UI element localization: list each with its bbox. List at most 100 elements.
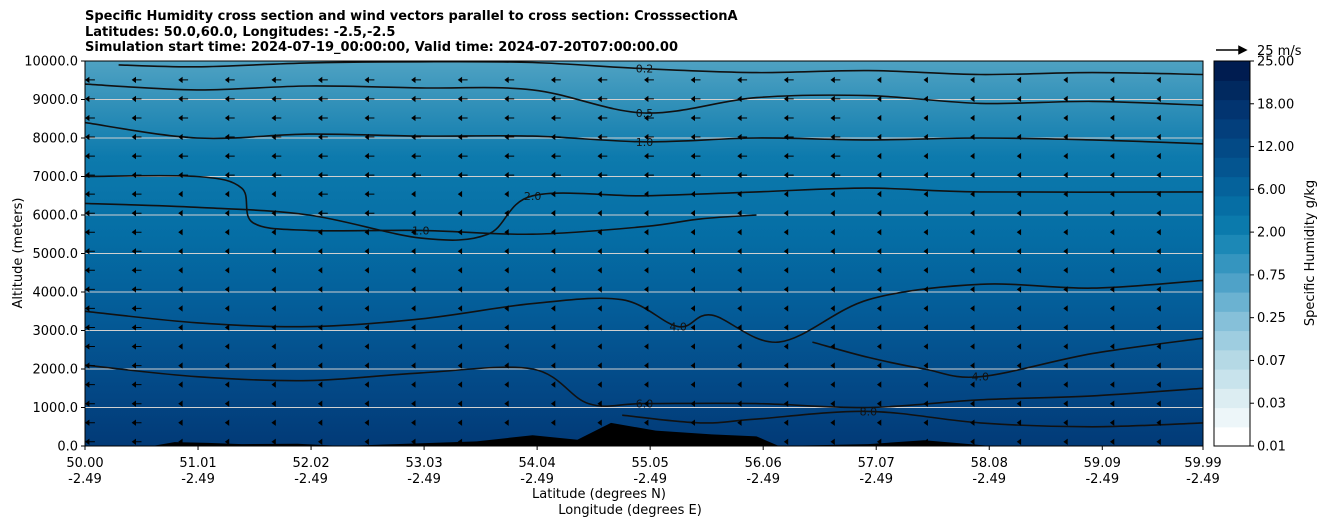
wind-arrow [131, 438, 142, 445]
wind-arrow [876, 95, 882, 103]
wind-arrow [504, 419, 509, 426]
wind-arrow [178, 114, 189, 122]
colorbar-band [1214, 292, 1250, 312]
contour-line [85, 83, 1203, 114]
wind-arrow [411, 324, 416, 331]
wind-arrow [1156, 171, 1161, 179]
wind-arrow [457, 305, 463, 312]
wind-arrow [364, 286, 369, 293]
wind-arrow [830, 343, 835, 350]
wind-arrow [923, 362, 928, 369]
wind-arrow [830, 305, 835, 312]
wind-arrow [737, 343, 742, 350]
wind-arrow [364, 362, 369, 369]
wind-arrow [85, 343, 95, 350]
wind-arrow [1156, 133, 1161, 141]
wind-arrow [317, 229, 323, 236]
wind-arrow [317, 133, 328, 141]
wind-arrow [970, 438, 975, 445]
wind-arrow [876, 76, 882, 84]
wind-arrow [737, 229, 742, 236]
wind-arrow [783, 343, 789, 350]
x-tick-label-lat: 54.04 [519, 456, 556, 471]
colorbar-tick-label: 6.00 [1257, 183, 1286, 198]
wind-arrow [271, 419, 276, 426]
wind-arrow [411, 305, 416, 312]
wind-arrow [690, 171, 701, 179]
wind-arrow [224, 95, 235, 103]
wind-arrow [178, 229, 183, 236]
wind-arrow [690, 133, 701, 141]
wind-arrow [504, 114, 515, 122]
wind-arrow [364, 324, 369, 331]
wind-arrow [737, 267, 742, 274]
wind-arrow [550, 267, 556, 274]
wind-arrow [317, 381, 323, 388]
wind-arrow [317, 76, 328, 84]
wind-arrow [1016, 210, 1022, 217]
wind-arrow [783, 248, 789, 255]
wind-arrow [364, 267, 369, 274]
wind-arrow [830, 381, 835, 388]
wind-arrow [1109, 190, 1115, 198]
wind-arrow [1156, 324, 1161, 331]
wind-arrow [876, 267, 882, 274]
title-line-1: Specific Humidity cross section and wind… [85, 9, 738, 24]
colorbar-band [1214, 349, 1250, 370]
wind-arrow [644, 114, 654, 122]
wind-arrow [85, 286, 95, 293]
wind-arrow [690, 267, 695, 274]
wind-arrow [1016, 171, 1022, 179]
contour-line [812, 337, 1203, 379]
wind-arrow [783, 171, 794, 179]
wind-arrow [830, 286, 835, 293]
wind-arrow [597, 362, 602, 369]
wind-arrow [1016, 95, 1022, 103]
wind-arrow [85, 190, 95, 198]
wind-arrow [224, 210, 230, 217]
wind-arrow [131, 171, 142, 179]
terrain-fill [152, 422, 992, 446]
contour-line [85, 364, 1203, 409]
wind-arrow [317, 286, 323, 293]
wind-arrow [1109, 229, 1115, 236]
wind-arrow [457, 400, 463, 407]
wind-arrow [131, 152, 142, 160]
wind-arrow [550, 343, 556, 350]
wind-arrow [970, 95, 975, 103]
wind-arrow [457, 152, 468, 160]
wind-arrow [1063, 324, 1068, 331]
wind-arrow [783, 438, 789, 445]
wind-arrow [1016, 114, 1022, 122]
wind-arrow [970, 305, 975, 312]
wind-arrow [411, 76, 421, 84]
wind-arrow [1156, 152, 1161, 160]
wind-arrow [224, 305, 230, 312]
wind-arrow [597, 324, 602, 331]
wind-arrow [644, 286, 649, 293]
wind-arrow [876, 248, 882, 255]
wind-arrow [644, 267, 649, 274]
x-tick-label-lat: 53.03 [405, 456, 442, 471]
x-tick-label-lat: 51.01 [179, 456, 216, 471]
wind-arrow [317, 210, 328, 217]
wind-arrow [178, 210, 183, 217]
wind-arrow [85, 324, 95, 331]
wind-arrow [923, 190, 928, 198]
wind-arrow [1109, 76, 1115, 84]
wind-arrow [178, 190, 183, 198]
wind-arrow [1109, 286, 1115, 293]
wind-arrow [923, 76, 928, 84]
wind-arrow [457, 95, 468, 103]
wind-arrow [224, 419, 230, 426]
y-tick-label: 7000.0 [33, 170, 79, 185]
wind-arrow [876, 419, 882, 426]
x-tick-label-lon: -2.49 [181, 472, 215, 487]
wind-arrow [131, 324, 142, 331]
wind-arrow [85, 76, 95, 84]
wind-arrow [457, 229, 463, 236]
wind-arrow [364, 343, 369, 350]
wind-arrow [783, 362, 789, 369]
wind-arrow [364, 400, 369, 407]
wind-arrow [317, 267, 323, 274]
